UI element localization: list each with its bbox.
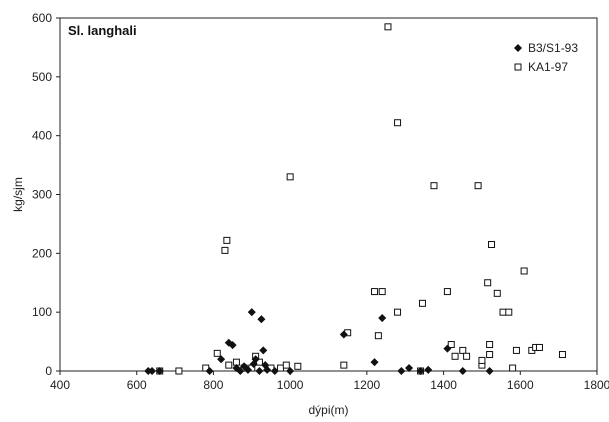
legend-square-marker: [514, 63, 522, 71]
data-point-ka1-97: [394, 308, 402, 316]
y-tick-label: 600: [32, 11, 52, 25]
x-tick-label: 1800: [584, 378, 609, 392]
data-point-b3-s1-93: [217, 355, 226, 364]
legend-diamond-marker: [513, 43, 523, 53]
legend-item-b3-s1-93: B3/S1-93: [513, 41, 578, 55]
data-point-ka1-97: [520, 267, 528, 275]
y-axis-title: kg/sjm: [11, 177, 25, 212]
y-tick-label: 0: [45, 364, 52, 378]
data-point-b3-s1-93: [339, 330, 348, 339]
data-point-b3-s1-93: [247, 308, 256, 317]
data-point-ka1-97: [505, 308, 513, 316]
data-point-ka1-97: [484, 279, 492, 287]
data-point-ka1-97: [418, 299, 426, 307]
data-point-b3-s1-93: [378, 314, 387, 323]
legend-label: KA1-97: [528, 60, 568, 74]
legend-marker-diamond: [513, 43, 523, 53]
data-point-b3-s1-93: [255, 366, 264, 376]
y-tick-label: 300: [32, 188, 52, 202]
data-point-ka1-97: [512, 346, 520, 354]
data-point-ka1-97: [486, 341, 494, 349]
data-point-b3-s1-93: [251, 355, 260, 364]
data-point-b3-s1-93: [257, 315, 266, 324]
y-tick-label: 500: [32, 70, 52, 84]
data-point-ka1-97: [223, 236, 231, 244]
data-point-ka1-97: [221, 246, 229, 254]
data-point-ka1-97: [493, 289, 501, 297]
data-point-ka1-97: [509, 364, 517, 372]
legend: B3/S1-93 KA1-97: [513, 41, 578, 74]
data-point-ka1-97: [286, 173, 294, 181]
x-tick-label: 400: [50, 378, 70, 392]
data-point-b3-s1-93: [205, 366, 214, 376]
data-point-b3-s1-93: [416, 366, 425, 376]
data-point-ka1-97: [535, 343, 543, 351]
data-point-ka1-97: [459, 346, 467, 354]
data-point-b3-s1-93: [370, 358, 379, 367]
data-point-b3-s1-93: [424, 365, 433, 374]
x-tick-label: 600: [127, 378, 147, 392]
x-tick-label: 1200: [354, 378, 381, 392]
data-point-b3-s1-93: [236, 366, 245, 376]
data-point-b3-s1-93: [148, 366, 157, 376]
data-point-b3-s1-93: [485, 366, 494, 376]
data-point-b3-s1-93: [263, 365, 272, 374]
x-tick-label: 1000: [277, 378, 304, 392]
data-point-ka1-97: [374, 332, 382, 340]
x-tick-label: 800: [203, 378, 223, 392]
plot-frame: [59, 17, 598, 372]
x-tick-label: 1400: [430, 378, 457, 392]
data-point-b3-s1-93: [243, 365, 252, 374]
data-point-ka1-97: [558, 351, 566, 359]
legend-label: B3/S1-93: [528, 41, 578, 55]
data-point-b3-s1-93: [397, 366, 406, 376]
data-point-ka1-97: [384, 23, 392, 31]
data-point-ka1-97: [451, 352, 459, 360]
data-point-b3-s1-93: [286, 366, 295, 376]
axes: [56, 17, 598, 375]
data-point-ka1-97: [447, 341, 455, 349]
data-point-ka1-97: [277, 364, 285, 372]
data-point-ka1-97: [486, 351, 494, 359]
data-point-ka1-97: [463, 352, 471, 360]
data-point-ka1-97: [378, 288, 386, 296]
y-tick-label: 400: [32, 129, 52, 143]
data-point-ka1-97: [443, 288, 451, 296]
tick-labels: 400 600 800 1000 1200 1400 1600 1800 0 100 200 300 4…: [32, 11, 609, 392]
data-point-ka1-97: [213, 349, 221, 357]
data-point-ka1-97: [282, 361, 290, 369]
data-point-b3-s1-93: [155, 366, 164, 376]
data-point-ka1-97: [430, 182, 438, 190]
data-point-ka1-97: [499, 308, 507, 316]
data-point-b3-s1-93: [228, 341, 237, 350]
data-point-ka1-97: [478, 356, 486, 364]
data-point-ka1-97: [394, 119, 402, 127]
legend-item-ka1-97: KA1-97: [514, 60, 568, 74]
data-point-b3-s1-93: [405, 364, 414, 373]
x-axis-title: dýpi(m): [308, 403, 348, 417]
y-tick-label: 200: [32, 246, 52, 260]
data-point-ka1-97: [371, 288, 379, 296]
data-point-b3-s1-93: [259, 346, 268, 355]
chart-title: Sl. langhali: [68, 23, 137, 38]
data-point-ka1-97: [474, 182, 482, 190]
data-points: [144, 23, 566, 376]
data-point-ka1-97: [488, 241, 496, 249]
data-point-b3-s1-93: [270, 366, 279, 376]
data-point-ka1-97: [340, 361, 348, 369]
x-tick-label: 1600: [507, 378, 534, 392]
data-point-ka1-97: [225, 361, 233, 369]
data-point-ka1-97: [175, 367, 183, 375]
legend-marker-square: [514, 63, 522, 71]
data-point-ka1-97: [294, 362, 302, 370]
y-tick-label: 100: [32, 305, 52, 319]
data-point-b3-s1-93: [458, 366, 467, 376]
data-point-b3-s1-93: [443, 344, 452, 353]
